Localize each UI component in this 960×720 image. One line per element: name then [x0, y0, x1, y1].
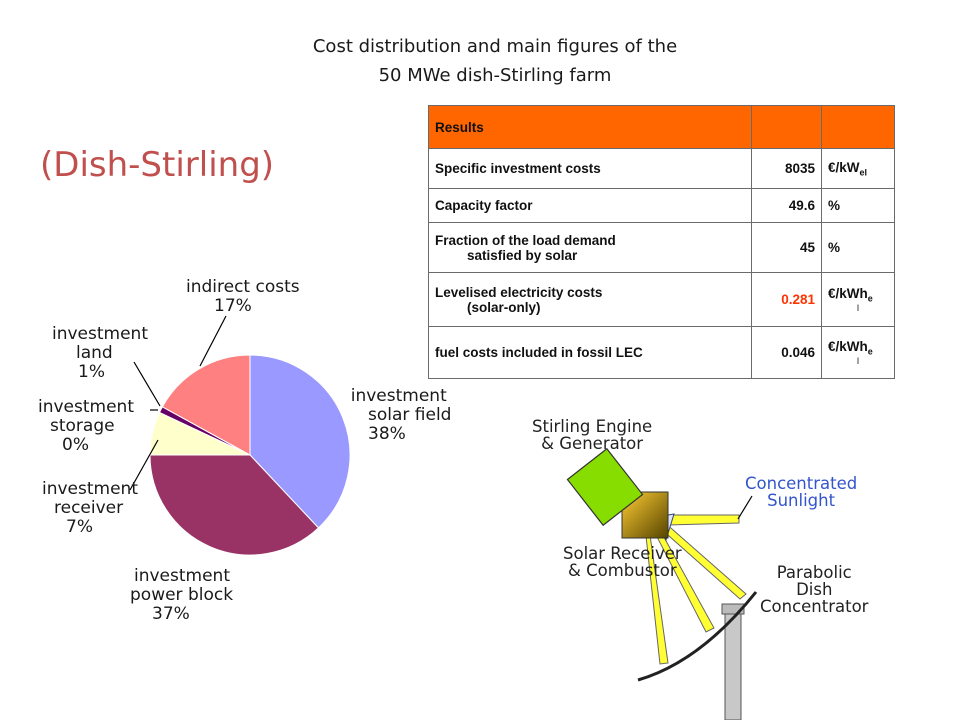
leader-line-indirect — [199, 315, 227, 367]
label-stirling-engine: Stirling Engine & Generator — [532, 417, 653, 453]
row-label: Capacity factor — [428, 188, 752, 223]
row-unit: €/kWhe l — [821, 272, 895, 327]
leader-line-receiver — [129, 439, 159, 491]
pie-label-indirect: indirect costs 17% — [186, 277, 300, 316]
row-unit: % — [821, 188, 895, 223]
sunlight-pointer — [737, 495, 753, 520]
table-header-cell: Results — [428, 105, 752, 149]
leader-line-land — [133, 361, 161, 407]
pie-slice-solar-field — [249, 354, 351, 529]
label-parabolic-dish: Parabolic Dish Concentrator — [760, 563, 869, 616]
table-row: fuel costs included in fossil LEC 0.046 … — [428, 326, 895, 379]
pie-label-land: investment land 1% — [52, 324, 148, 382]
title-line-1: Cost distribution and main figures of th… — [312, 36, 678, 57]
pie-label-power-block: investment power block 37% — [130, 566, 234, 624]
results-table: Results Specific investment costs 8035 €… — [428, 105, 895, 379]
pole-cap — [721, 603, 745, 615]
table-row: Capacity factor 49.6 % — [428, 188, 895, 223]
pie-slice-power-block — [149, 454, 320, 556]
pie-label-receiver: investment receiver 7% — [42, 479, 138, 537]
label-concentrated-sunlight: Concentrated Sunlight — [745, 474, 858, 510]
row-value: 49.6 — [751, 188, 822, 223]
row-value: 8035 — [751, 148, 822, 189]
pie-label-storage: investment storage 0% — [38, 397, 134, 455]
label-solar-receiver: Solar Receiver & Combustor — [563, 544, 682, 580]
row-label: fuel costs included in fossil LEC — [428, 326, 752, 379]
title-line-2: 50 MWe dish-Stirling farm — [378, 65, 612, 86]
stirling-engine — [566, 447, 644, 527]
row-unit: €/kWhe l — [821, 326, 895, 379]
pie-leader-lines — [129, 315, 227, 491]
row-unit: % — [821, 222, 895, 273]
row-label: Specific investment costs — [428, 148, 752, 189]
pie-label-solar-field: investment solar field 38% — [350, 386, 452, 444]
support-pole — [724, 611, 742, 720]
light-ray — [665, 514, 740, 526]
main-heading: (Dish-Stirling) — [40, 145, 275, 185]
table-row: Specific investment costs 8035 €/kWel — [428, 148, 895, 189]
parabolic-dish — [637, 591, 758, 682]
table-row: Levelised electricity costs (solar-only)… — [428, 272, 895, 327]
table-header-row: Results — [428, 105, 895, 149]
pie-slice-indirect-costs — [161, 354, 251, 456]
row-value: 0.046 — [751, 326, 822, 379]
row-value-highlight: 0.281 — [751, 272, 822, 327]
